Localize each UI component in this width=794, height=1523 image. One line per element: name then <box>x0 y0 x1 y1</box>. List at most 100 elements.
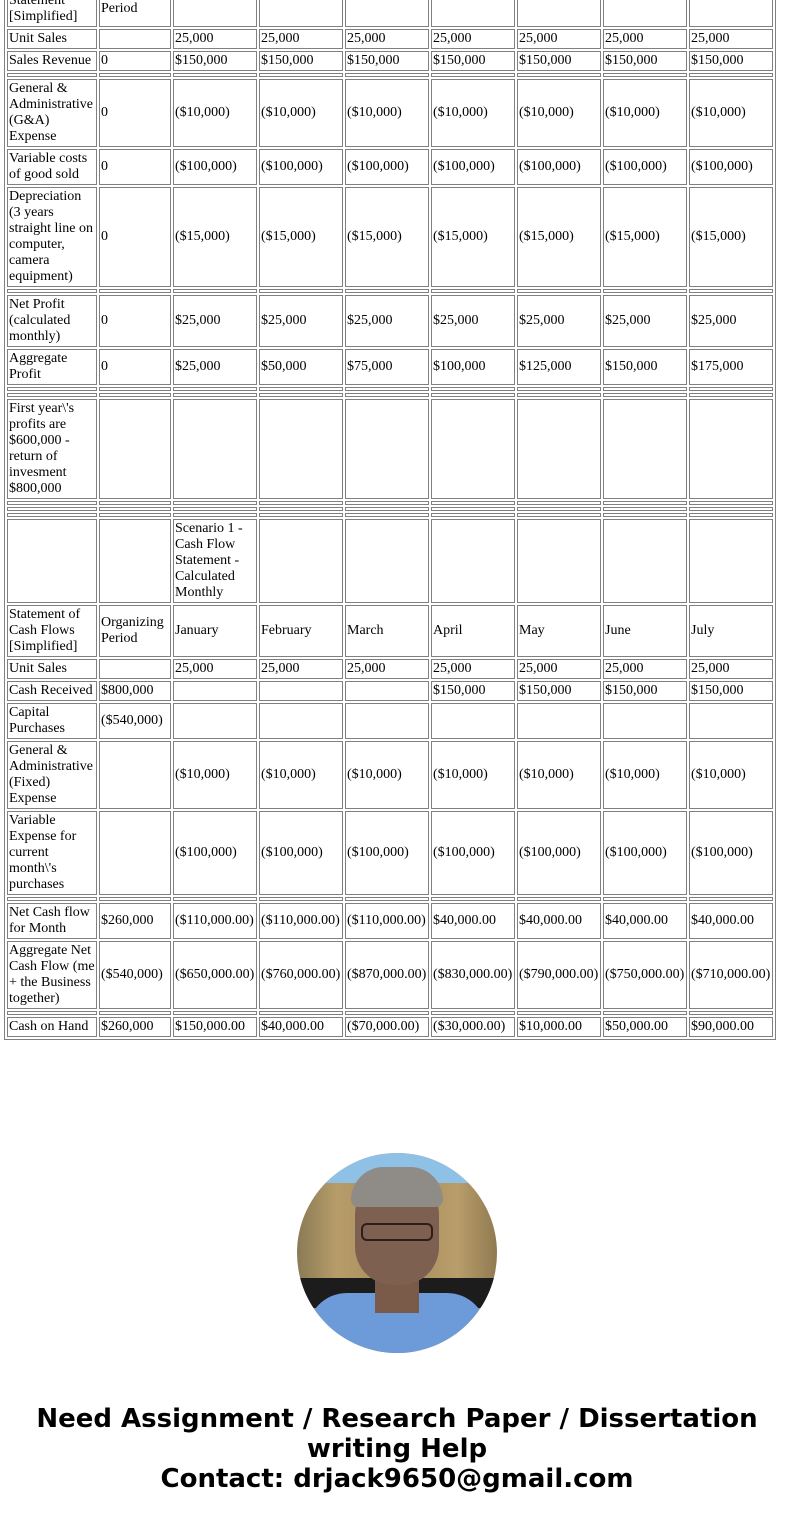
table-body: Income Statement [Simplified]Organizing … <box>7 0 773 1037</box>
separator-cell <box>431 1011 515 1015</box>
table-cell: ($15,000) <box>173 187 257 287</box>
separator-cell <box>7 387 97 391</box>
separator-cell <box>259 501 343 505</box>
table-cell: 25,000 <box>689 659 773 679</box>
separator-cell <box>431 507 515 511</box>
table-cell: January <box>173 605 257 657</box>
separator-cell <box>345 513 429 517</box>
separator-cell <box>603 393 687 397</box>
income-row: Net Profit (calculated monthly) 0 $25,000 $… <box>7 295 773 347</box>
table-cell: $90,000.00 <box>689 1017 773 1037</box>
table-cell <box>173 399 257 499</box>
table-cell: $150,000 <box>431 51 515 71</box>
table-cell: $50,000 <box>259 349 343 385</box>
footer-line-1: Need Assignment / Research Paper / Disse… <box>36 1404 758 1434</box>
table-cell: ($760,000.00) <box>259 941 343 1009</box>
row-label-cell: Income Statement [Simplified] <box>7 0 97 27</box>
separator-cell <box>99 1011 171 1015</box>
table-cell: $150,000 <box>689 51 773 71</box>
table-cell: July <box>689 605 773 657</box>
cashflow-row: Aggregate Net Cash Flow (me + the Busine… <box>7 941 773 1009</box>
row-label-cell: Net Cash flow for Month <box>7 903 97 939</box>
separator-cell <box>173 897 257 901</box>
table-cell: ($15,000) <box>603 187 687 287</box>
table-cell: $175,000 <box>689 349 773 385</box>
table-cell: ($100,000) <box>345 149 429 185</box>
separator-cell <box>517 507 601 511</box>
table-cell: ($100,000) <box>173 149 257 185</box>
cashflow-row: Statement of Cash Flows [Simplified] Orga… <box>7 605 773 657</box>
separator-cell <box>517 289 601 293</box>
table-cell <box>259 399 343 499</box>
table-cell: 25,000 <box>603 659 687 679</box>
table-cell <box>603 703 687 739</box>
income-row: Unit Sales 25,000 25,000 25,000 25,000 25,000… <box>7 29 773 49</box>
separator-cell <box>517 393 601 397</box>
table-cell <box>259 681 343 701</box>
separator-cell <box>517 501 601 505</box>
table-cell: $75,000 <box>345 349 429 385</box>
table-cell: $25,000 <box>431 295 515 347</box>
income-row: First year\'s profits are $600,000 - ret… <box>7 399 773 499</box>
table-cell: $25,000 <box>173 349 257 385</box>
cashflow-row: General & Administrative (Fixed) Expense… <box>7 741 773 809</box>
footer-line-2: writing Help <box>306 1434 488 1464</box>
table-cell: ($100,000) <box>431 811 515 895</box>
table-cell <box>99 811 171 895</box>
table-cell: ($830,000.00) <box>431 941 515 1009</box>
table-cell: ($10,000) <box>345 741 429 809</box>
table-cell: ($10,000) <box>259 79 343 147</box>
income-row: Depreciation (3 years straight line on c… <box>7 187 773 287</box>
cashflow-row: Unit Sales 25,000 25,000 25,000 25,000 25,000… <box>7 659 773 679</box>
table-cell: 25,000 <box>431 29 515 49</box>
separator-row <box>7 289 773 293</box>
table-cell <box>517 399 601 499</box>
table-cell: $25,000 <box>345 295 429 347</box>
table-cell: ($10,000) <box>259 741 343 809</box>
table-cell <box>259 519 343 603</box>
table-cell: $150,000 <box>431 681 515 701</box>
separator-row <box>7 393 773 397</box>
table-cell: $150,000 <box>603 349 687 385</box>
income-row: Sales Revenue 0 $150,000 $150,000 $150,000 $1… <box>7 51 773 71</box>
table-cell: $150,000 <box>517 51 601 71</box>
table-cell: $150,000.00 <box>173 1017 257 1037</box>
table-cell: April <box>431 605 515 657</box>
table-cell: ($15,000) <box>517 187 601 287</box>
table-cell: ($10,000) <box>431 79 515 147</box>
table-cell <box>517 519 601 603</box>
separator-cell <box>345 289 429 293</box>
separator-cell <box>345 507 429 511</box>
table-cell <box>517 0 601 27</box>
table-cell: March <box>345 605 429 657</box>
separator-cell <box>689 387 773 391</box>
table-cell: ($15,000) <box>431 187 515 287</box>
table-cell: $25,000 <box>517 295 601 347</box>
cashflow-row: Cash on Hand $260,000 $150,000.00 $40,000.0… <box>7 1017 773 1037</box>
row-label-cell: Aggregate Profit <box>7 349 97 385</box>
table-cell: ($10,000) <box>689 741 773 809</box>
table-cell: $150,000 <box>603 681 687 701</box>
separator-cell <box>7 73 97 77</box>
table-cell: 0 <box>99 149 171 185</box>
table-cell <box>99 519 171 603</box>
table-cell: $40,000.00 <box>689 903 773 939</box>
separator-cell <box>173 507 257 511</box>
row-label-cell <box>7 519 97 603</box>
table-container: Income Statement [Simplified]Organizing … <box>4 0 790 1040</box>
table-cell: ($100,000) <box>517 811 601 895</box>
cashflow-row: Capital Purchases ($540,000) <box>7 703 773 739</box>
table-cell: 25,000 <box>345 659 429 679</box>
table-cell <box>99 399 171 499</box>
table-cell: 0 <box>99 295 171 347</box>
separator-cell <box>603 513 687 517</box>
row-label-cell: General & Administrative (G&A) Expense <box>7 79 97 147</box>
table-cell: ($15,000) <box>345 187 429 287</box>
table-cell: 25,000 <box>689 29 773 49</box>
table-cell <box>431 0 515 27</box>
separator-cell <box>345 897 429 901</box>
table-cell <box>689 0 773 27</box>
table-cell <box>99 741 171 809</box>
table-cell <box>173 0 257 27</box>
separator-cell <box>173 393 257 397</box>
